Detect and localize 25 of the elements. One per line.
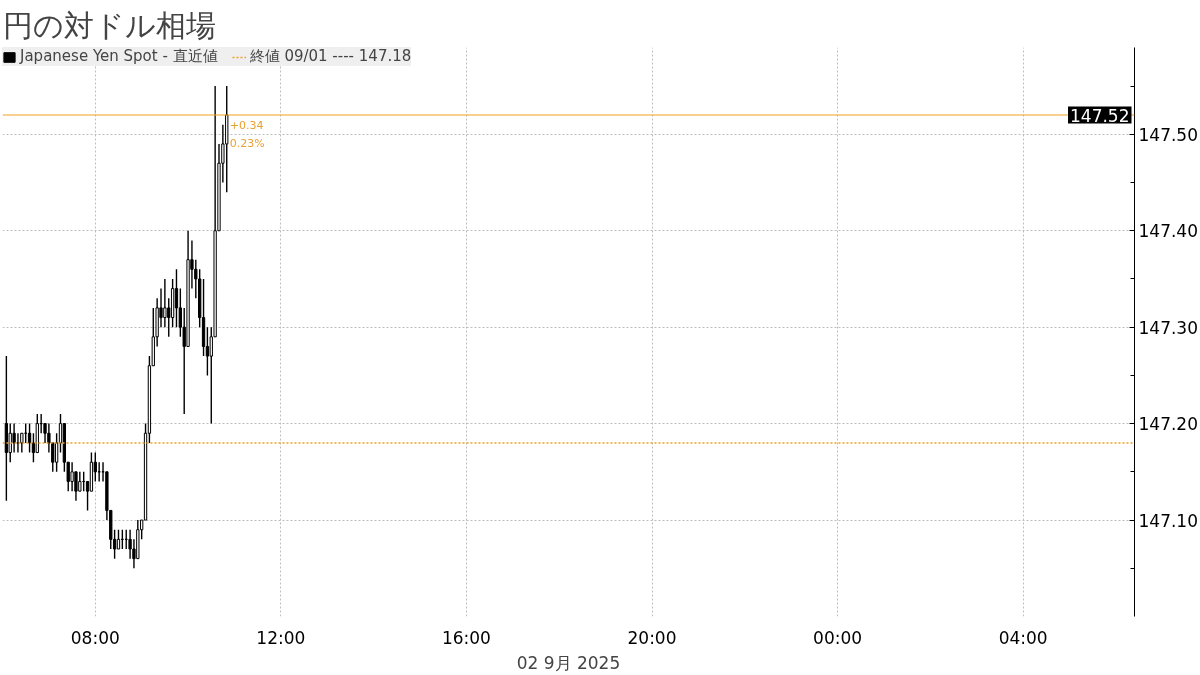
candlestick — [70, 461, 74, 492]
y-tick-label: 147.30 — [1138, 317, 1198, 338]
legend-label: Japanese Yen Spot - 直近値 — [20, 47, 218, 66]
candlestick — [116, 529, 121, 550]
y-tick-label: 147.20 — [1138, 414, 1198, 435]
y-tick-label: 147.10 — [1138, 510, 1198, 531]
x-tick-label: 08:00 — [70, 627, 120, 648]
ref-line-label: 147.52 — [1070, 105, 1130, 126]
candlestick — [12, 422, 16, 454]
candlestick — [174, 268, 179, 328]
x-tick-label: 12:00 — [256, 627, 306, 648]
candlestick — [163, 278, 167, 328]
x-tick-label: 00:00 — [813, 627, 863, 648]
y-tick-label: 147.50 — [1138, 124, 1198, 145]
x-tick-label: 16:00 — [441, 627, 491, 648]
x-tick-label: 04:00 — [998, 627, 1048, 648]
chart-title: 円の対ドル相場 — [2, 7, 216, 43]
candlestick — [78, 471, 82, 492]
annotation: +0.34 — [229, 118, 264, 132]
candlestick — [27, 422, 32, 454]
x-axis-title: 02 9月 2025 — [516, 652, 621, 673]
x-tick-label: 20:00 — [627, 627, 677, 648]
annotation: 0.23% — [229, 137, 265, 151]
y-tick-label: 147.40 — [1138, 221, 1198, 242]
candlestick — [8, 422, 12, 463]
